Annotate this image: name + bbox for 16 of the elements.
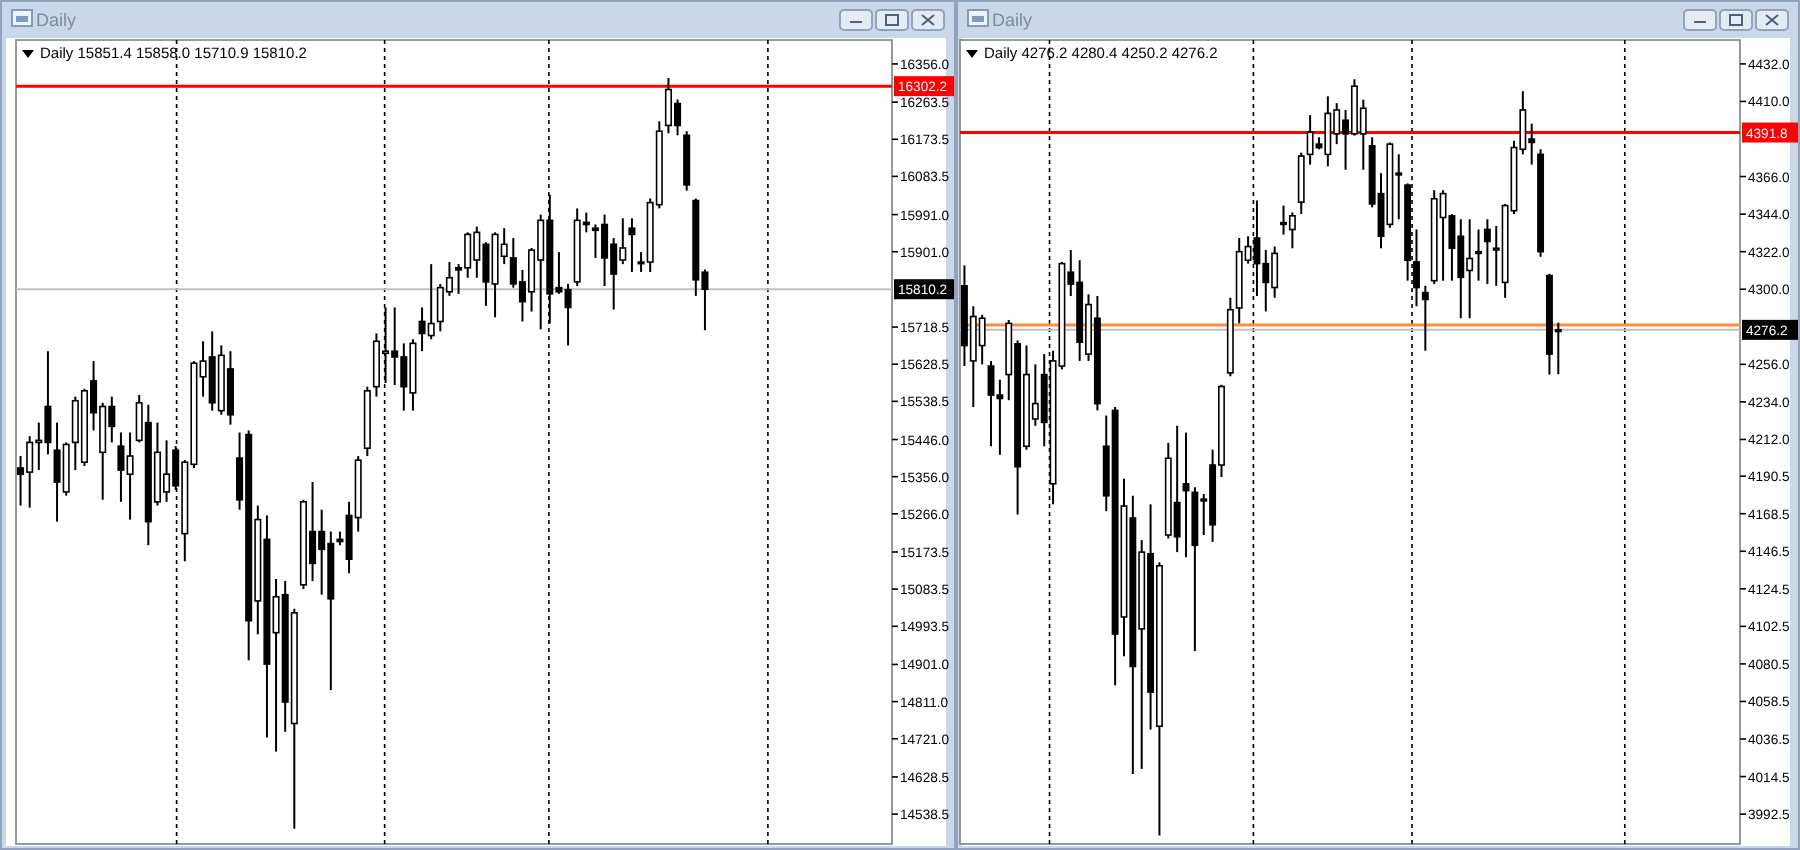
candlestick [62,441,70,497]
chart-title: Daily [992,10,1034,30]
candlestick [1306,114,1314,166]
candlestick [1324,95,1332,168]
candlestick [226,350,234,426]
candlestick [427,263,435,341]
candlestick [1297,151,1305,216]
candlestick [1439,189,1447,282]
candlestick [1475,228,1482,282]
candlestick [1421,284,1429,352]
candlestick [978,313,986,366]
candlestick [1483,218,1491,286]
candlestick [628,217,636,273]
candlestick [1173,424,1181,554]
candlestick [1288,211,1296,250]
chart-title: Daily [36,10,78,30]
